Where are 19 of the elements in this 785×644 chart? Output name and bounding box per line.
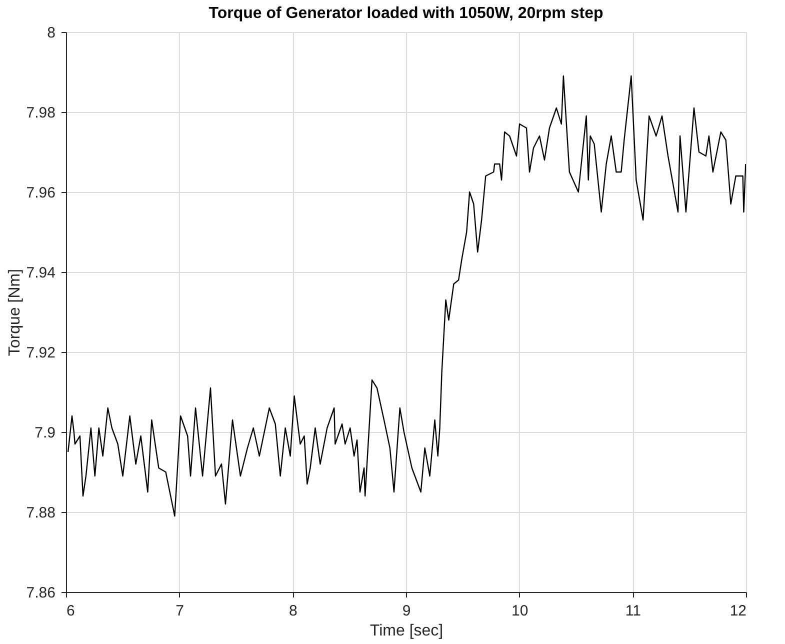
x-tick-label: 8 xyxy=(288,602,298,620)
x-tick-label: 9 xyxy=(402,602,411,620)
y-tick-label: 7.9 xyxy=(34,424,56,442)
x-tick-label: 12 xyxy=(730,602,746,620)
y-tick-label: 8 xyxy=(47,24,56,42)
chart-title: Torque of Generator loaded with 1050W, 20rpm step xyxy=(208,5,604,22)
x-tick-label: 11 xyxy=(625,602,641,620)
y-tick-label: 7.88 xyxy=(26,504,56,522)
y-tick-label: 7.94 xyxy=(26,264,56,282)
x-tick-label: 7 xyxy=(176,602,184,620)
y-axis-title: Torque [Nm] xyxy=(6,268,24,356)
x-tick-label: 10 xyxy=(511,602,528,620)
x-tick-label: 6 xyxy=(66,602,75,620)
y-tick-label: 7.96 xyxy=(26,184,56,202)
y-tick-label: 7.98 xyxy=(26,104,56,122)
line-series xyxy=(67,75,746,517)
x-axis-title: Time [sec] xyxy=(370,622,444,640)
y-tick-label: 7.92 xyxy=(26,344,56,362)
y-tick-label: 7.86 xyxy=(26,584,56,602)
